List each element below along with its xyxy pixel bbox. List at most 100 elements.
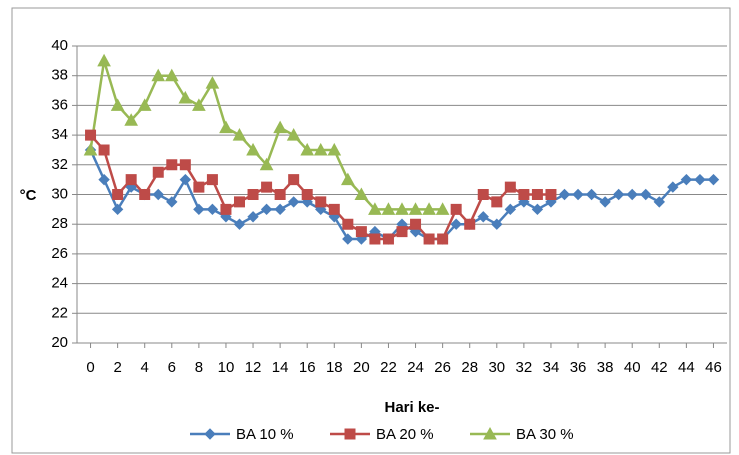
- marker: [450, 203, 462, 215]
- legend-label: BA 20 %: [376, 426, 434, 443]
- y-tick-label: 38: [51, 67, 68, 84]
- y-axis-label: °C: [20, 187, 37, 204]
- marker: [450, 218, 462, 230]
- marker: [437, 233, 449, 245]
- marker: [110, 98, 125, 111]
- x-tick-label: 10: [218, 359, 235, 376]
- marker: [234, 196, 245, 208]
- marker: [259, 157, 274, 171]
- marker: [707, 173, 720, 186]
- marker: [395, 202, 409, 215]
- marker: [137, 98, 152, 111]
- marker: [98, 173, 110, 186]
- marker: [260, 203, 273, 216]
- marker: [124, 113, 139, 126]
- y-tick-label: 36: [51, 96, 68, 113]
- x-tick-label: 2: [113, 359, 121, 376]
- marker: [328, 203, 340, 215]
- marker: [301, 189, 313, 200]
- x-tick-label: 46: [705, 359, 722, 376]
- marker: [204, 428, 216, 440]
- marker: [477, 189, 489, 200]
- marker: [340, 172, 355, 186]
- marker: [369, 233, 381, 245]
- x-tick-label: 24: [407, 359, 424, 376]
- marker: [98, 144, 110, 156]
- marker: [585, 188, 598, 201]
- marker: [151, 68, 166, 82]
- marker: [178, 90, 193, 104]
- x-tick-label: 18: [326, 359, 343, 376]
- marker: [545, 189, 557, 200]
- y-tick-label: 28: [51, 215, 68, 232]
- marker: [504, 203, 517, 216]
- marker: [382, 233, 394, 245]
- marker: [531, 203, 544, 216]
- marker: [368, 202, 382, 215]
- marker: [327, 142, 342, 156]
- x-tick-label: 36: [570, 359, 587, 376]
- marker: [477, 211, 489, 223]
- marker: [287, 196, 300, 208]
- marker: [139, 189, 151, 200]
- marker: [626, 188, 638, 201]
- marker: [422, 202, 436, 215]
- marker: [205, 76, 220, 89]
- marker: [193, 203, 205, 216]
- marker: [504, 181, 516, 193]
- x-tick-label: 34: [543, 359, 560, 376]
- marker: [179, 173, 192, 186]
- legend-label: BA 30 %: [516, 426, 574, 443]
- x-tick-label: 20: [353, 359, 370, 376]
- marker: [83, 142, 98, 156]
- marker: [483, 426, 497, 440]
- x-tick-label: 38: [597, 359, 614, 376]
- y-tick-label: 22: [51, 304, 68, 321]
- x-tick-label: 14: [272, 359, 289, 376]
- marker: [286, 128, 301, 141]
- marker: [491, 218, 503, 230]
- marker: [680, 173, 693, 186]
- x-tick-label: 12: [245, 359, 262, 376]
- y-tick-label: 34: [51, 126, 68, 143]
- marker: [354, 187, 369, 200]
- marker: [344, 428, 356, 440]
- y-tick-label: 20: [51, 334, 68, 351]
- marker: [653, 196, 665, 208]
- marker: [274, 203, 286, 216]
- marker: [179, 159, 191, 171]
- marker: [342, 218, 354, 230]
- marker: [288, 174, 300, 186]
- marker: [246, 142, 260, 156]
- x-tick-label: 0: [86, 359, 94, 376]
- marker: [274, 189, 286, 200]
- marker: [232, 128, 247, 141]
- marker: [273, 120, 287, 134]
- x-tick-label: 16: [299, 359, 316, 376]
- marker: [233, 218, 246, 230]
- y-tick-label: 40: [51, 37, 68, 54]
- y-tick-label: 26: [51, 245, 68, 262]
- x-tick-label: 30: [488, 359, 505, 376]
- legend-item: BA 30 %: [470, 426, 574, 443]
- marker: [355, 226, 367, 238]
- x-tick-label: 28: [461, 359, 478, 376]
- legend-label: BA 10 %: [236, 426, 294, 443]
- x-tick-label: 32: [516, 359, 533, 376]
- x-tick-label: 44: [678, 359, 695, 376]
- marker: [152, 166, 164, 178]
- marker: [219, 120, 233, 134]
- x-axis-label: Hari ke-: [384, 399, 439, 416]
- marker: [410, 218, 422, 230]
- marker: [558, 188, 571, 201]
- marker: [206, 203, 219, 216]
- marker: [435, 202, 450, 215]
- marker: [192, 98, 206, 111]
- marker: [164, 68, 179, 82]
- x-tick-label: 4: [141, 359, 149, 376]
- x-tick-label: 6: [168, 359, 176, 376]
- marker: [313, 142, 328, 156]
- marker: [206, 174, 218, 186]
